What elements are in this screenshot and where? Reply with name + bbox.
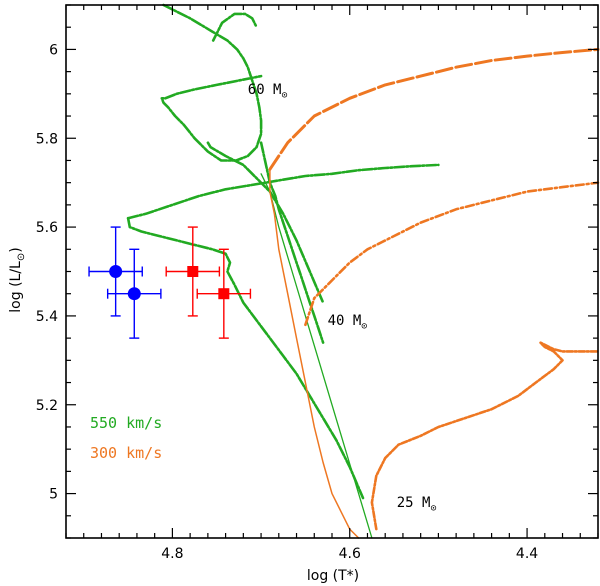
marker-red-square-1: [187, 266, 199, 277]
legend-550kms: 550 km/s: [90, 414, 162, 432]
track-60-msun-550kms-main: [259, 141, 325, 344]
track-25-msun-300kms-track: [370, 341, 600, 531]
y-tick-label: 6: [49, 42, 58, 58]
y-tick-label: 5.2: [36, 398, 58, 414]
track-40-msun-550kms-track: [126, 163, 440, 220]
mass-label-25: 25 M⊙: [397, 495, 437, 514]
y-tick-label: 5.6: [36, 220, 58, 236]
evolution-tracks: [126, 3, 600, 539]
y-tick-label: 5.4: [36, 309, 58, 325]
legend-300kms: 300 km/s: [90, 444, 162, 462]
track-60-msun-550kms-spike: [211, 12, 258, 42]
track-60-msun-300kms-upper: [268, 47, 600, 171]
data-markers: [109, 265, 230, 301]
x-axis-title: log (T*): [307, 568, 359, 584]
marker-red-square-2: [218, 288, 230, 300]
track-60-msun-550kms-thin: [260, 173, 373, 539]
y-tick-label: 5: [49, 487, 58, 503]
error-bars: [88, 226, 252, 339]
track-40-msun-550kms-lower: [126, 216, 365, 500]
mass-label-40: 40 M⊙: [328, 313, 368, 332]
track-60-msun-550kms-loops: [160, 3, 263, 162]
x-tick-label: 4.4: [516, 546, 538, 562]
track-60-msun-300kms-lower: [269, 168, 360, 539]
marker-blue-circle-2: [127, 287, 141, 301]
track-40-msun-300kms-track: [304, 181, 600, 327]
y-tick-label: 5.8: [36, 131, 58, 147]
y-axis-title: log (L/L⊙): [8, 247, 27, 312]
x-tick-label: 4.8: [161, 546, 183, 562]
x-tick-label: 4.6: [339, 546, 361, 562]
axis-ticks: 4.8 4.6 4.4 5 5.2 5.4 5.6 5.8 6: [36, 4, 599, 562]
track-60-msun-550kms-rightbranch: [206, 141, 325, 304]
mass-label-60: 60 M⊙: [248, 82, 288, 101]
marker-blue-circle-1: [109, 265, 123, 278]
